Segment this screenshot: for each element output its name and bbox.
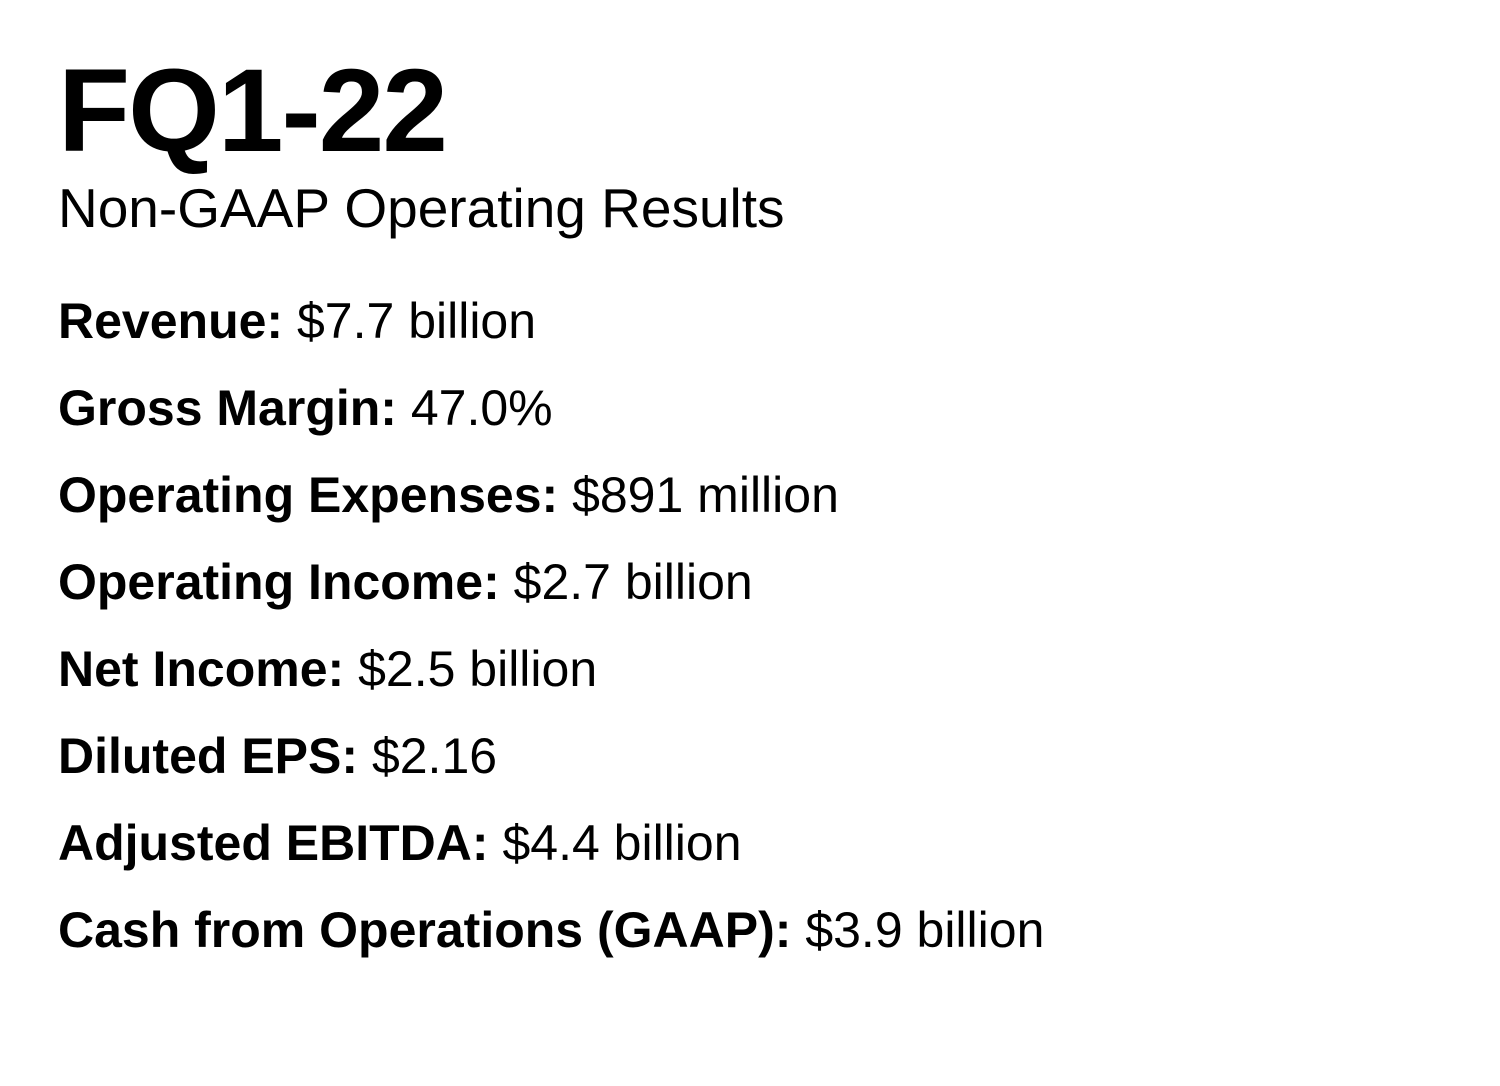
metric-label: Operating Income: [58, 554, 500, 610]
metric-label: Operating Expenses: [58, 467, 559, 523]
metric-cash-from-operations: Cash from Operations (GAAP): $3.9 billio… [58, 901, 1044, 988]
page-subtitle: Non-GAAP Operating Results [58, 177, 785, 239]
metric-label: Revenue: [58, 293, 284, 349]
metric-label: Adjusted EBITDA: [58, 815, 489, 871]
metric-label: Gross Margin: [58, 380, 397, 436]
metric-gross-margin: Gross Margin: 47.0% [58, 379, 1044, 466]
metric-value: $7.7 billion [296, 293, 537, 349]
metric-revenue: Revenue: $7.7 billion [58, 292, 1044, 379]
metric-value: 47.0% [410, 380, 553, 436]
page-title: FQ1-22 [58, 45, 448, 177]
metric-diluted-eps: Diluted EPS: $2.16 [58, 727, 1044, 814]
metric-label: Net Income: [58, 641, 345, 697]
results-page: FQ1-22 Non-GAAP Operating Results Revenu… [58, 0, 1500, 1086]
metric-adjusted-ebitda: Adjusted EBITDA: $4.4 billion [58, 814, 1044, 901]
metric-label: Diluted EPS: [58, 728, 359, 784]
metric-value: $2.7 billion [513, 554, 753, 610]
metrics-list: Revenue: $7.7 billion Gross Margin: 47.0… [58, 292, 1044, 988]
metric-value: $891 million [572, 467, 839, 523]
metric-net-income: Net Income: $2.5 billion [58, 640, 1044, 727]
metric-operating-income: Operating Income: $2.7 billion [58, 553, 1044, 640]
metric-value: $3.9 billion [805, 902, 1045, 958]
metric-value: $2.5 billion [358, 641, 598, 697]
metric-value: $4.4 billion [502, 815, 742, 871]
metric-value: $2.16 [371, 728, 498, 784]
metric-operating-expenses: Operating Expenses: $891 million [58, 466, 1044, 553]
metric-label: Cash from Operations (GAAP): [58, 902, 792, 958]
